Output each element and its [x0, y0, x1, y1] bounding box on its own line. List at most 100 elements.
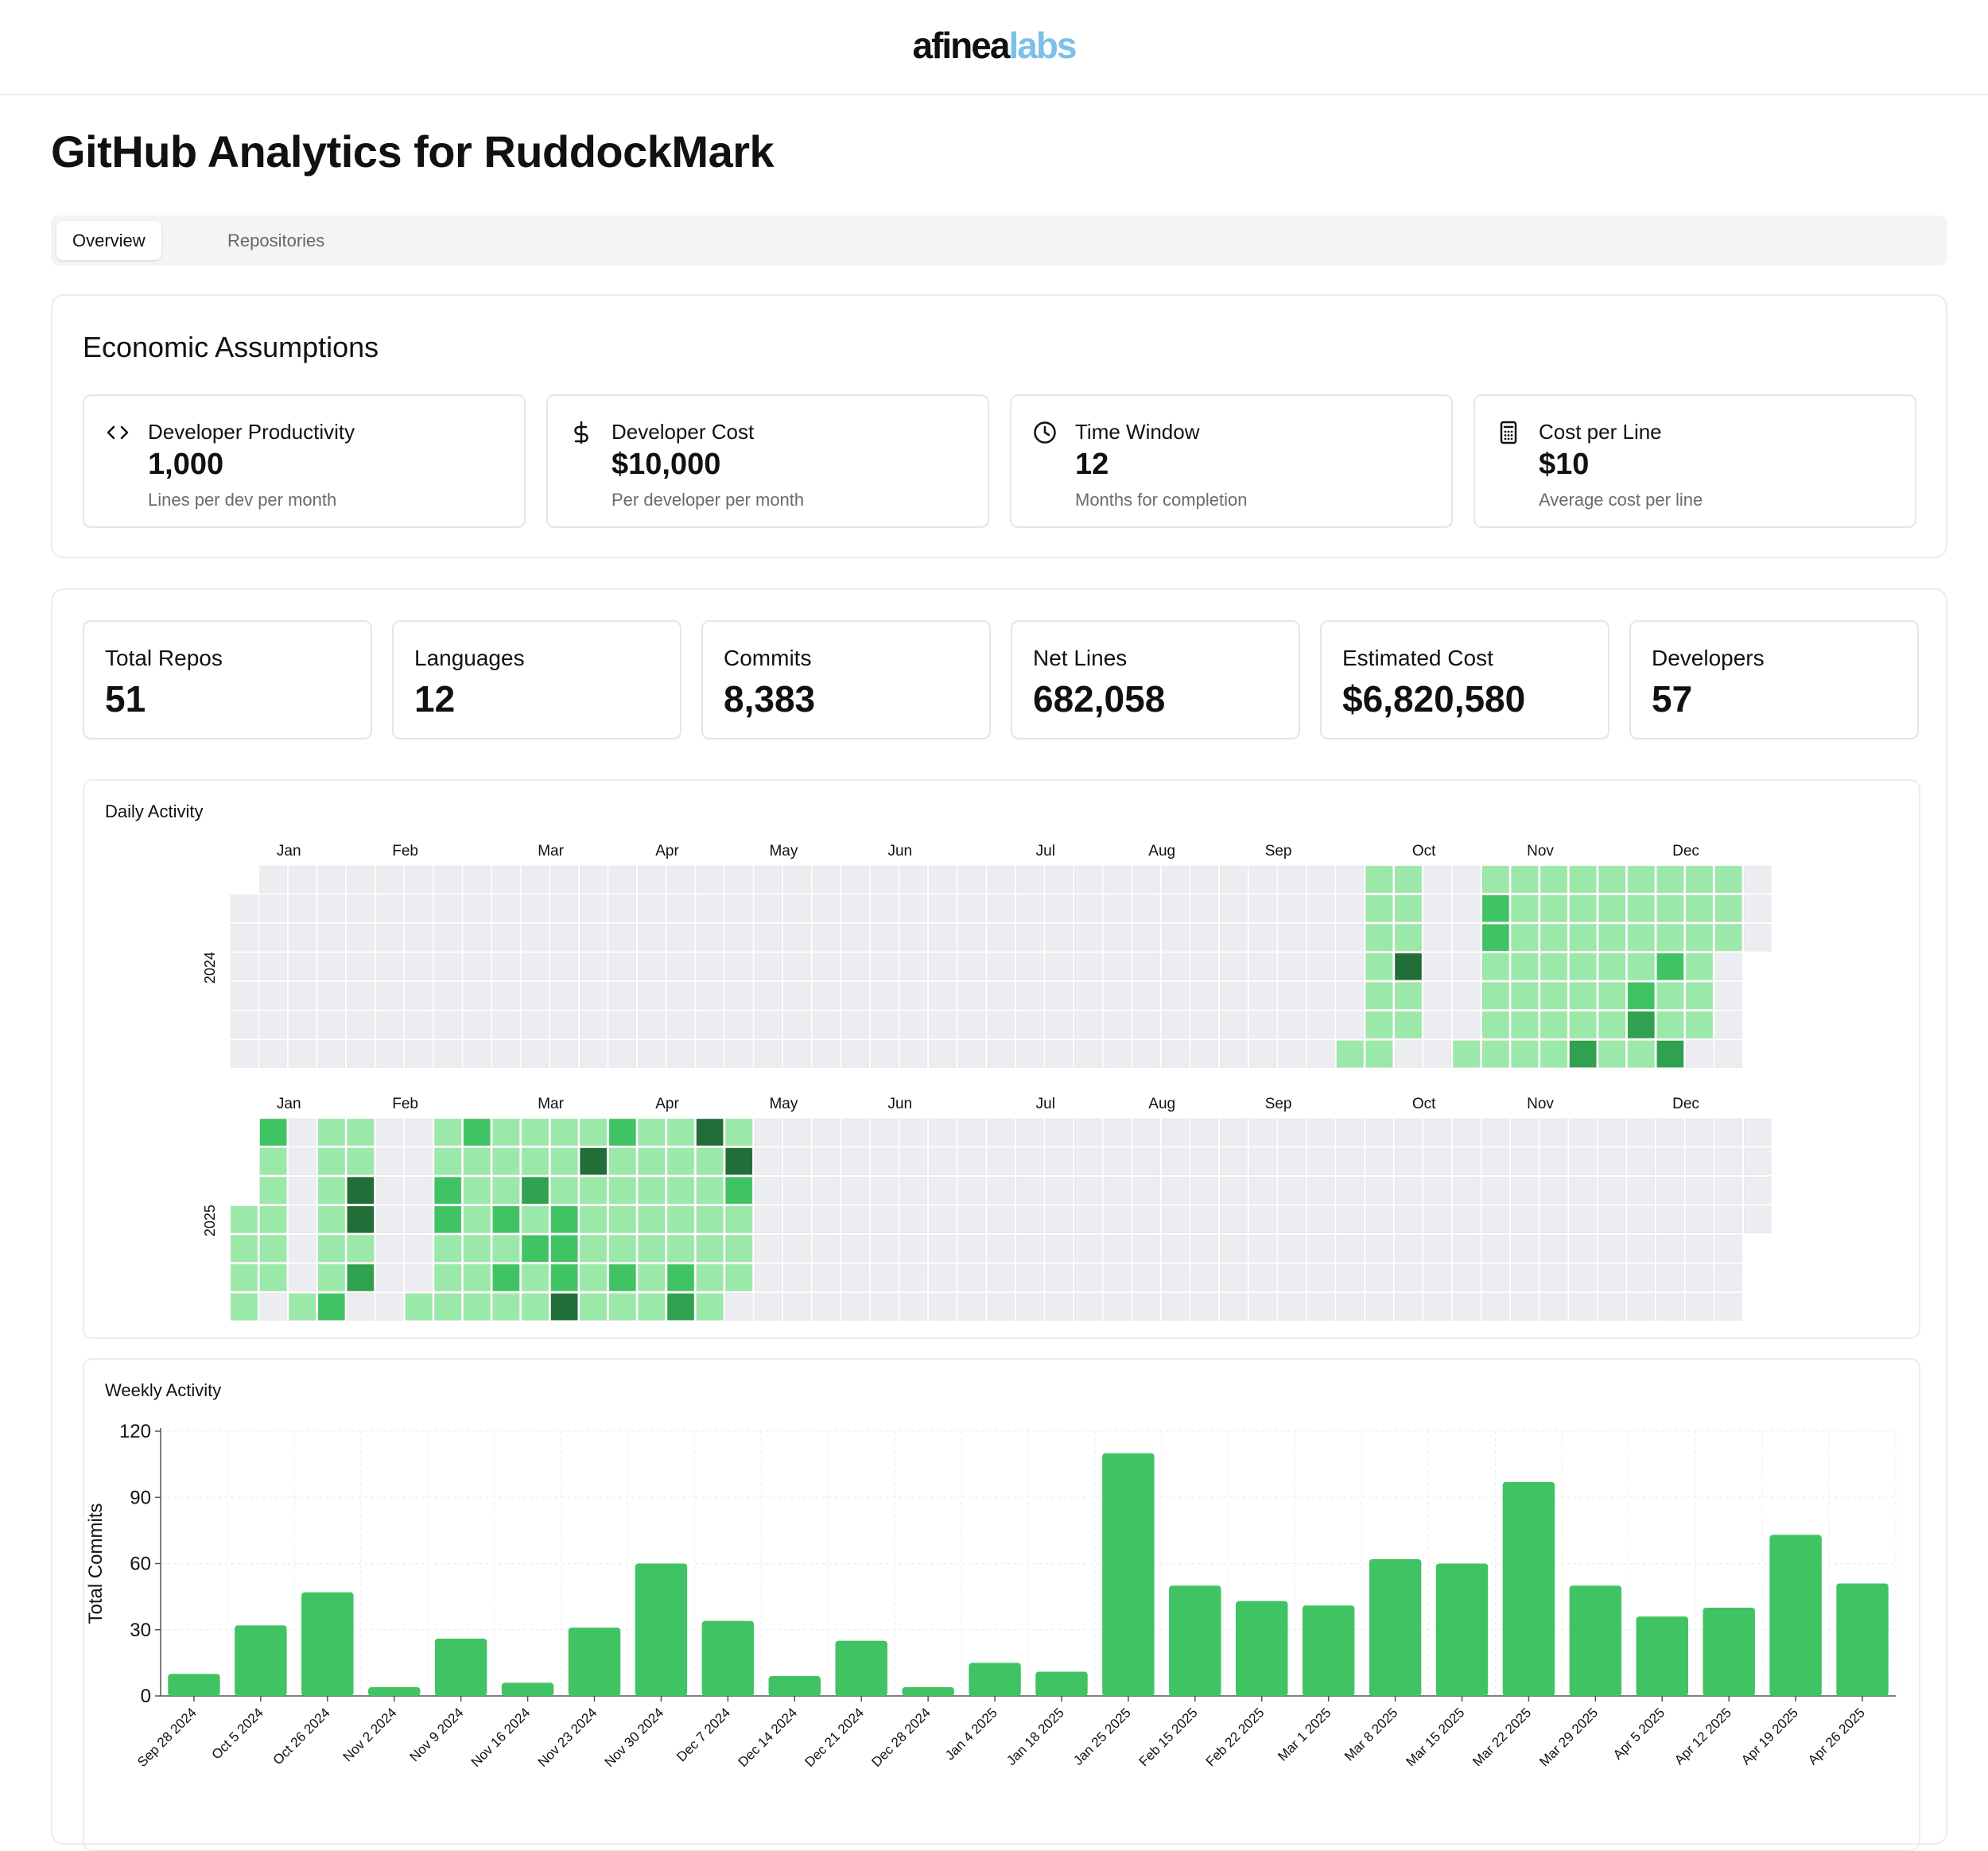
heatmap-day-cell [929, 894, 957, 922]
heatmap-day-cell [1045, 1176, 1074, 1205]
heatmap-day-cell [841, 894, 869, 922]
card-value: 12 [1075, 448, 1109, 481]
heatmap-day-cell [1074, 1147, 1102, 1175]
tab-overview[interactable]: Overview [56, 221, 161, 260]
heatmap-day-cell [841, 923, 869, 952]
heatmap-day-cell [288, 1263, 316, 1292]
x-tick-label: Dec 7 2024 [674, 1705, 733, 1764]
heatmap-day-cell [1481, 1118, 1510, 1147]
heatmap-day-cell [754, 894, 782, 922]
heatmap-day-cell [1336, 1263, 1365, 1292]
heatmap-day-cell [899, 1118, 928, 1147]
heatmap-day-cell [463, 1235, 491, 1263]
heatmap-day-cell [696, 923, 724, 952]
heatmap-day-cell [1452, 1011, 1481, 1039]
heatmap-month-label: Jun [887, 843, 912, 860]
daily-activity-panel: 2024 Jan Feb Mar Apr May Jun Jul Aug Sep Oct Nov Dec… [83, 779, 1920, 1339]
heatmap-day-cell [696, 1040, 724, 1068]
heatmap-day-cell [1074, 1176, 1102, 1205]
heatmap-day-cell [1248, 1040, 1277, 1068]
heatmap-day-cell [1452, 1205, 1481, 1234]
stat-card-languages: Languages 12 [392, 620, 681, 739]
x-tick-label: Mar 1 2025 [1275, 1705, 1334, 1764]
heatmap-day-cell [433, 1040, 462, 1068]
heatmap-day-cell [288, 1176, 316, 1205]
heatmap-day-cell [1743, 1176, 1772, 1205]
weekly-bar [1502, 1481, 1555, 1696]
heatmap-day-cell [1015, 1118, 1044, 1147]
heatmap-day-cell [608, 865, 637, 894]
heatmap-day-cell [1074, 1011, 1102, 1039]
afinea-labs-logo[interactable]: afinealabs [0, 24, 1988, 67]
heatmap-day-cell [1190, 923, 1219, 952]
heatmap-day-cell [1656, 1235, 1684, 1263]
x-tick-label: Feb 15 2025 [1136, 1705, 1201, 1769]
x-tick-label: Nov 30 2024 [602, 1705, 667, 1770]
heatmap-day-cell [259, 1118, 287, 1147]
heatmap-day-cell [783, 1263, 811, 1292]
heatmap-day-cell [783, 1293, 811, 1321]
stat-label: Languages [414, 646, 525, 670]
heatmap-day-cell [1452, 1040, 1481, 1068]
heatmap-day-cell [375, 894, 404, 922]
y-tick-label: 60 [130, 1554, 151, 1575]
heatmap-day-cell [1074, 923, 1102, 952]
heatmap-day-cell [1656, 1040, 1684, 1068]
heatmap-day-cell [1394, 1235, 1423, 1263]
heatmap-day-cell [1656, 923, 1684, 952]
stat-value: 8,383 [724, 678, 816, 720]
heatmap-day-cell [1307, 982, 1335, 1010]
weekly-bar [768, 1676, 821, 1696]
heatmap-day-cell [1511, 1205, 1539, 1234]
heatmap-month-label: Aug [1148, 843, 1175, 860]
heatmap-day-cell [1569, 982, 1597, 1010]
heatmap-day-cell [288, 982, 316, 1010]
heatmap-day-cell [579, 894, 608, 922]
heatmap-day-cell [1248, 1118, 1277, 1147]
heatmap-day-cell [1103, 1118, 1132, 1147]
heatmap-day-cell [1743, 1118, 1772, 1147]
heatmap-day-cell [288, 865, 316, 894]
heatmap-day-cell [638, 1205, 666, 1234]
heatmap-day-cell [1627, 923, 1656, 952]
weekly-bar [301, 1592, 354, 1696]
heatmap-day-cell [1423, 1040, 1451, 1068]
heatmap-day-cell [1452, 982, 1481, 1010]
heatmap-day-cell [463, 953, 491, 981]
weekly-bar [1769, 1535, 1822, 1696]
weekly-bar [969, 1663, 1021, 1696]
heatmap-month-label: Jan [277, 1096, 301, 1112]
heatmap-day-cell [1015, 1205, 1044, 1234]
heatmap-day-cell [987, 1176, 1015, 1205]
heatmap-day-cell [492, 1235, 520, 1263]
heatmap-day-cell [492, 894, 520, 922]
heatmap-day-cell [638, 865, 666, 894]
heatmap-day-cell [1132, 1263, 1160, 1292]
heatmap-day-cell [1220, 1176, 1248, 1205]
heatmap-day-cell [724, 1147, 753, 1175]
heatmap-day-cell [957, 865, 986, 894]
heatmap-day-cell [1423, 1147, 1451, 1175]
heatmap-day-cell [1074, 894, 1102, 922]
heatmap-day-cell [1132, 1040, 1160, 1068]
heatmap-month-label: Sep [1265, 843, 1292, 860]
heatmap-day-cell [1685, 982, 1714, 1010]
heatmap-day-cell [1394, 953, 1423, 981]
heatmap-day-cell [899, 1040, 928, 1068]
tab-repositories[interactable]: Repositories [227, 231, 325, 250]
heatmap-day-cell [405, 1176, 433, 1205]
heatmap-day-cell [347, 953, 375, 981]
heatmap-day-cell [288, 1147, 316, 1175]
heatmap-day-cell [259, 953, 287, 981]
heatmap-day-cell [899, 1263, 928, 1292]
weekly-bar [701, 1620, 755, 1696]
heatmap-month-label: Nov [1527, 1096, 1554, 1112]
heatmap-day-cell [987, 923, 1015, 952]
heatmap-day-cell [1714, 1011, 1742, 1039]
heatmap-day-cell [1540, 865, 1568, 894]
heatmap-day-cell [230, 1263, 258, 1292]
heatmap-day-cell [347, 1293, 375, 1321]
heatmap-day-cell [1394, 865, 1423, 894]
heatmap-month-label: Aug [1148, 1096, 1175, 1112]
heatmap-day-cell [1365, 923, 1393, 952]
